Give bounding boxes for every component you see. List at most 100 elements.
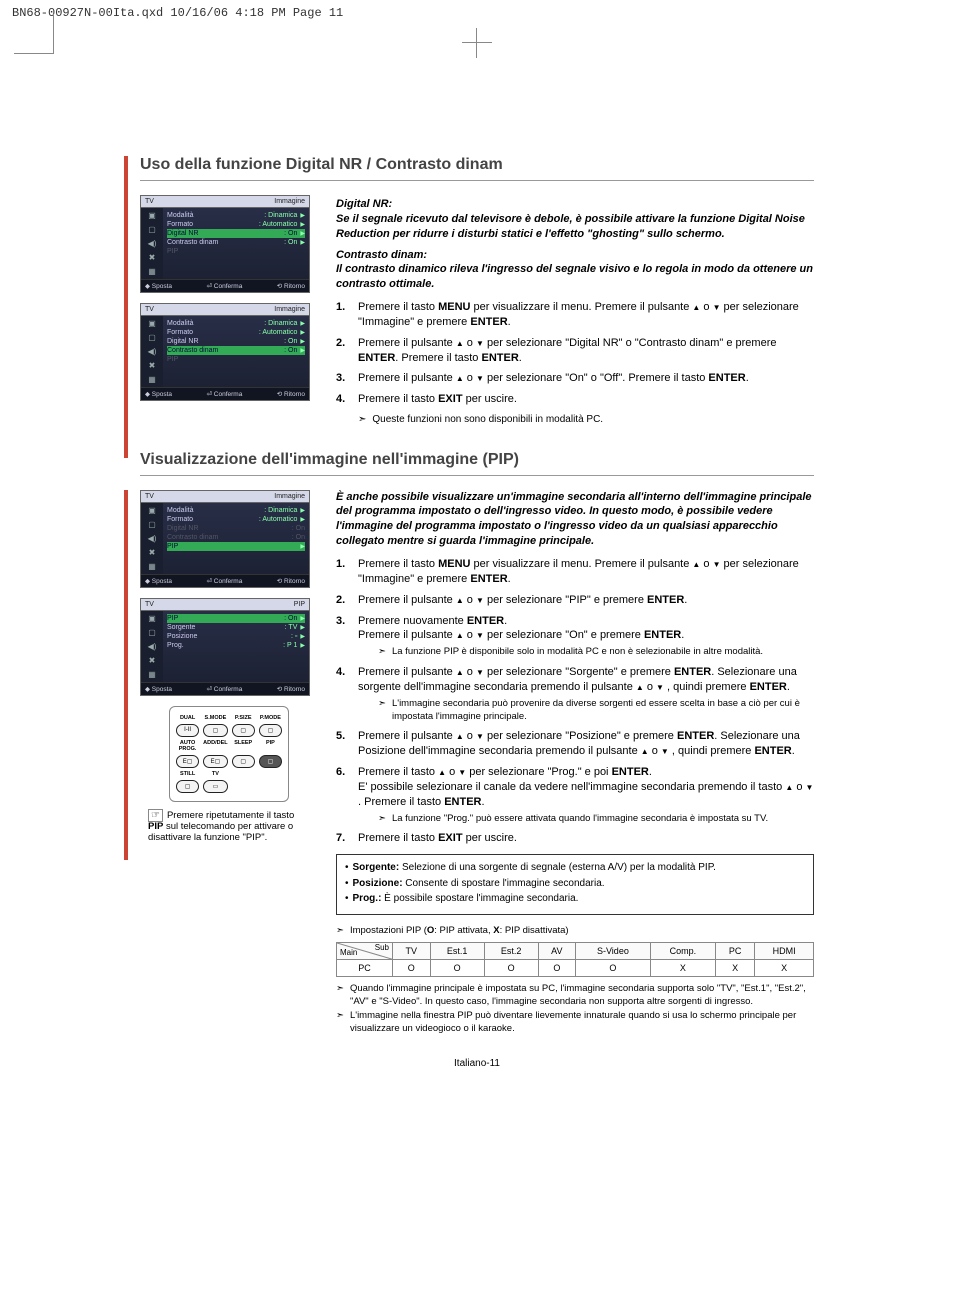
menu-icon: ▦: [148, 670, 156, 679]
table-header: Est.2: [484, 942, 538, 959]
intro-text: Il contrasto dinamico rileva l'ingresso …: [336, 262, 814, 292]
remote-btn: ▭: [203, 780, 227, 793]
note-icon: [378, 813, 392, 826]
menu-icon: ▣: [148, 506, 156, 515]
table-cell: X: [650, 959, 715, 976]
menu-item: PIP: [167, 355, 305, 364]
menu-icon: ◀︎): [148, 534, 157, 543]
sub-note: L'immagine secondaria può provenire da d…: [378, 698, 814, 724]
table-header: AV: [538, 942, 575, 959]
table-header: PC: [715, 942, 754, 959]
menu-item: Sorgente: TV▶: [167, 623, 305, 632]
note-icon: [378, 646, 392, 659]
remote-btn: ▢: [259, 724, 282, 737]
table-caption: Impostazioni PIP (O: PIP attivata, X: PI…: [336, 925, 814, 938]
intro-text: Se il segnale ricevuto dal televisore è …: [336, 212, 814, 242]
menu-foot-hint: ⏎ Conferma: [207, 685, 243, 693]
intro-text: È anche possibile visualizzare un'immagi…: [336, 490, 814, 549]
menu-foot-hint: ◆ Sposta: [145, 577, 172, 585]
section-rule: [140, 180, 814, 181]
menu-foot-hint: ⟲ Ritorno: [277, 685, 305, 693]
menu-title-right: Immagine: [274, 306, 305, 313]
remote-btn: E▢: [176, 755, 199, 768]
step: 2.Premere il pulsante o per selezionare …: [336, 593, 814, 608]
step-text: Premere il pulsante o per selezionare "O…: [358, 371, 814, 386]
section-title: Visualizzazione dell'immagine nell'immag…: [140, 451, 814, 469]
step-text: Premere il tasto MENU per visualizzare i…: [358, 557, 814, 587]
menu-title-left: TV: [145, 198, 154, 205]
menu-item: PIP: [167, 247, 305, 256]
step: 1.Premere il tasto MENU per visualizzare…: [336, 300, 814, 330]
menu-title-left: TV: [145, 306, 154, 313]
step-number: 3.: [336, 614, 358, 660]
menu-item: Posizione: ▫▶: [167, 632, 305, 641]
right-column: È anche possibile visualizzare un'immagi…: [336, 490, 814, 1038]
step: 2.Premere il pulsante o per selezionare …: [336, 336, 814, 366]
subtitle: Digital NR:: [336, 197, 814, 212]
remote-btn-label: AUTO PROG.: [176, 740, 199, 752]
page: BN68-00927N-00Ita.qxd 10/16/06 4:18 PM P…: [0, 0, 954, 1109]
info-item: Prog.: È possibile spostare l'immagine s…: [345, 892, 805, 906]
menu-icon: ▣: [148, 211, 156, 220]
remote-btn-label: PIP: [259, 740, 282, 752]
left-column: TVImmagine ▣▢◀︎)✖▦Modalità: Dinamica▶For…: [140, 490, 318, 1038]
table-cell: O: [538, 959, 575, 976]
step-text: Premere nuovamente ENTER.Premere il puls…: [358, 614, 814, 660]
table-header: TV: [393, 942, 431, 959]
menu-icon: ◀︎): [148, 642, 157, 651]
remote-btn-label: ADD/DEL: [203, 740, 227, 752]
menu-foot-hint: ◆ Sposta: [145, 282, 172, 290]
section1-body: TVImmagine ▣▢◀︎)✖▦Modalità: Dinamica▶For…: [140, 195, 814, 427]
final-notes: Quando l'immagine principale è impostata…: [336, 983, 814, 1036]
remote-btn: E▢: [203, 755, 227, 768]
step-number: 1.: [336, 557, 358, 587]
remote-btn-label: STILL: [176, 771, 199, 777]
subtitle: Contrasto dinam:: [336, 248, 814, 263]
menu-foot-hint: ⏎ Conferma: [207, 577, 243, 585]
table-row-label: PC: [337, 959, 393, 976]
final-note: Quando l'immagine principale è impostata…: [336, 983, 814, 1009]
step: 4.Premere il pulsante o per selezionare …: [336, 665, 814, 723]
table-corner: SubMain: [337, 942, 393, 959]
menu-foot-hint: ⟲ Ritorno: [277, 390, 305, 398]
step-text: Premere il pulsante o per selezionare "D…: [358, 336, 814, 366]
remote-caption: Premere ripetutamente il tasto PIP sul t…: [140, 810, 318, 843]
menu-item: Modalità: Dinamica▶: [167, 211, 305, 220]
menu-item: Modalità: Dinamica▶: [167, 506, 305, 515]
menu-icon: ✖: [149, 656, 156, 665]
pip-settings-table: SubMainTVEst.1Est.2AVS-VideoComp.PCHDMIP…: [336, 942, 814, 977]
note: Queste funzioni non sono disponibili in …: [358, 413, 814, 427]
step: 6.Premere il tasto o per selezionare "Pr…: [336, 765, 814, 825]
step-number: 7.: [336, 831, 358, 846]
menu-item: Contrasto dinam: On: [167, 533, 305, 542]
step-text: Premere il pulsante o per selezionare "S…: [358, 665, 814, 723]
remote-btn-label: TV: [203, 771, 227, 777]
sub-note: La funzione PIP è disponibile solo in mo…: [378, 646, 814, 659]
table-header: HDMI: [755, 942, 814, 959]
menu-icon: ▦: [148, 375, 156, 384]
remote-btn: ▢: [232, 724, 255, 737]
menu-icon: ✖: [149, 361, 156, 370]
menu-icon: ▦: [148, 267, 156, 276]
menu-icon: ✖: [149, 548, 156, 557]
note-icon: [336, 983, 350, 1009]
bullet-icon: [345, 862, 353, 873]
menu-icon: ▢: [148, 225, 156, 234]
menu-foot-hint: ⟲ Ritorno: [277, 577, 305, 585]
remote-btn-label: P.MODE: [259, 715, 282, 721]
sub-note: La funzione "Prog." può essere attivata …: [378, 813, 814, 826]
step-text: Premere il tasto EXIT per uscire.: [358, 392, 814, 407]
step: 3.Premere nuovamente ENTER.Premere il pu…: [336, 614, 814, 660]
info-item: Posizione: Consente di spostare l'immagi…: [345, 877, 805, 891]
table-cell: X: [715, 959, 754, 976]
menu-item: PIP▶: [167, 542, 305, 551]
menu-icon: ◀︎): [148, 239, 157, 248]
menu-title-right: PIP: [294, 601, 305, 608]
section2-body: TVImmagine ▣▢◀︎)✖▦Modalità: Dinamica▶For…: [140, 490, 814, 1038]
table-cell: O: [484, 959, 538, 976]
info-box: Sorgente: Selezione di una sorgente di s…: [336, 854, 814, 915]
step-text: Premere il tasto MENU per visualizzare i…: [358, 300, 814, 330]
step-number: 6.: [336, 765, 358, 825]
remote-btn-label: S.MODE: [203, 715, 227, 721]
step: 3.Premere il pulsante o per selezionare …: [336, 371, 814, 386]
